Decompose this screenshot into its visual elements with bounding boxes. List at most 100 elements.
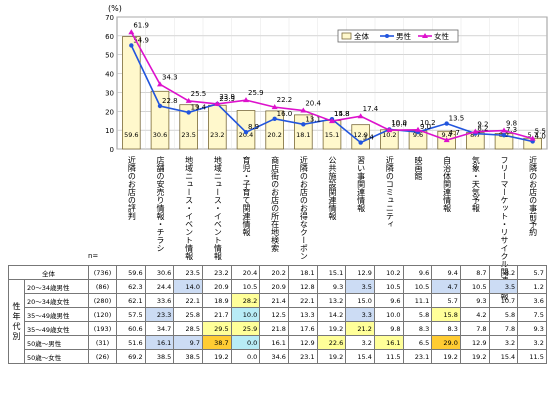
table-cell: 29.5	[201, 321, 232, 336]
series-point	[501, 127, 507, 133]
y-tick-label: 10	[105, 127, 114, 135]
table-row: 50歳～男性 (31) 51.6 16.1 9.7 38.7 0.0 16.1 12.9 22.6…	[9, 335, 547, 350]
table-cell: 13.2	[316, 293, 347, 308]
series-value-label: 14.8	[334, 110, 350, 118]
series-point	[386, 127, 393, 133]
table-cell: 19.2	[316, 321, 347, 336]
series-value-label: 15.8	[334, 110, 350, 118]
y-tick-label: 60	[105, 33, 114, 41]
table-cell: 8.7	[459, 265, 490, 280]
x-tick-label: 習い事関連情報	[356, 156, 366, 212]
series-value-label: 61.9	[133, 21, 149, 29]
series-point	[186, 110, 191, 115]
table-cell: 15.8	[431, 307, 461, 322]
table-cell: 3.3	[345, 307, 375, 322]
x-tick-label: 近隣のお店の事前予約	[528, 156, 538, 236]
series-value-label: 9.2	[477, 121, 488, 129]
row-count: (280)	[88, 293, 117, 308]
table-cell: 9.6	[373, 293, 404, 308]
table-cell: 21.7	[201, 307, 232, 322]
row-count: (26)	[88, 349, 117, 364]
series-point	[415, 126, 421, 132]
table-cell: 24.4	[144, 279, 175, 294]
table-cell: 28.2	[230, 293, 261, 308]
y-tick-label: 70	[105, 14, 114, 22]
table-cell: 3.2	[345, 335, 375, 350]
bar-value-label: 23.5	[181, 131, 195, 139]
row-count: (120)	[88, 307, 117, 322]
series-point	[357, 113, 364, 119]
table-cell: 10.5	[459, 279, 490, 294]
legend-box	[337, 29, 459, 43]
bar	[351, 124, 370, 150]
table-cell: 28.5	[173, 321, 203, 336]
series-value-label: 20.4	[305, 100, 321, 108]
x-tick-label: 自治体関連情報	[442, 156, 452, 212]
table-cell: 19.2	[316, 349, 347, 364]
table-cell: 12.9	[345, 265, 375, 280]
legend-marker-female	[422, 33, 428, 38]
y-axis-unit-label: (%)	[108, 4, 122, 13]
series-point	[301, 122, 306, 127]
row-label: 35～49歳女性	[24, 321, 89, 336]
x-tick-label: 商店街のお店の所在地検索	[270, 156, 280, 252]
series-value-label: 5.5	[535, 128, 546, 136]
table-cell: 12.9	[287, 335, 318, 350]
legend-marker-male	[385, 34, 389, 38]
table-cell: 22.1	[173, 293, 203, 308]
series-value-label: 25.5	[191, 90, 207, 98]
series-value-label: 16.0	[277, 110, 293, 118]
table-cell: 21.2	[345, 321, 375, 336]
table-cell: 16.1	[373, 335, 404, 350]
table-row: 性年代別 20～34歳男性 (86) 62.3 24.4 14.0 20.9 10.5 20.9…	[8, 279, 547, 364]
table-cell: 19.2	[201, 349, 232, 364]
table-cell: 30.6	[144, 265, 175, 280]
table-cell: 20.9	[259, 279, 289, 294]
series-point	[329, 118, 335, 124]
table-cell: 34.6	[259, 349, 289, 364]
table-cell: 9.7	[173, 335, 203, 350]
series-value-label: 25.9	[248, 89, 264, 97]
bar-value-label: 23.2	[210, 131, 224, 139]
series-value-label: 22.2	[277, 96, 293, 104]
table-cell: 5.7	[431, 293, 461, 308]
table-cell: 9.3	[517, 321, 547, 336]
x-tick-label: 近隣のお店の評判	[127, 156, 137, 220]
bar-value-label: 10.2	[382, 131, 396, 139]
series-value-label: 23.9	[219, 95, 235, 103]
table-cell: 21.4	[259, 293, 289, 308]
table-cell: 25.9	[230, 321, 261, 336]
x-tick-label: 映画館	[414, 156, 423, 180]
table-row: 全体 (736) 59.6 30.6 23.5 23.2 20.4 20.2 18.1 15.1 1…	[8, 265, 547, 280]
series-point	[129, 43, 134, 48]
series-point	[157, 103, 163, 109]
chart-area: 0 10 20 30 40 50 60 70 59.6 30.6 23.5 23.2 20.4 20.2 1…	[0, 0, 555, 165]
table-cell: 18.9	[201, 293, 232, 308]
x-tick-label: 地域ニュース・イベント情報	[184, 156, 194, 260]
table-cell: 10.5	[402, 279, 433, 294]
x-tick-label: 近隣のコミュニティ	[385, 156, 395, 228]
bar	[236, 110, 256, 150]
table-row: 35～49歳女性 (193) 60.6 34.7 28.5 29.5 25.9 21.8 17.…	[9, 321, 547, 336]
table-cell: 7.8	[488, 321, 519, 336]
series-point	[185, 97, 192, 103]
series-value-label: 7.3	[506, 126, 517, 134]
table-cell: 13.3	[287, 307, 318, 322]
series-value-label: 34.3	[162, 73, 178, 81]
table-cell: 33.6	[144, 293, 175, 308]
table-cell: 14.0	[173, 279, 203, 294]
legend-label: 女性	[434, 31, 449, 41]
series-point	[271, 104, 278, 110]
series-value-label: 13.1	[305, 115, 321, 123]
table-cell: 12.8	[287, 279, 318, 294]
row-count: (31)	[88, 335, 117, 350]
series-point	[444, 121, 449, 126]
series-value-label: 8.9	[248, 123, 259, 131]
table-cell: 38.7	[201, 335, 232, 350]
table-cell: 10.0	[230, 307, 261, 322]
series-value-label: 10.2	[420, 119, 436, 127]
table-cell: 4.7	[431, 279, 461, 294]
x-tick-label: 育児・子育て関連情報	[242, 156, 251, 236]
row-count: (86)	[88, 279, 117, 294]
series-value-label: 13.5	[449, 115, 465, 123]
